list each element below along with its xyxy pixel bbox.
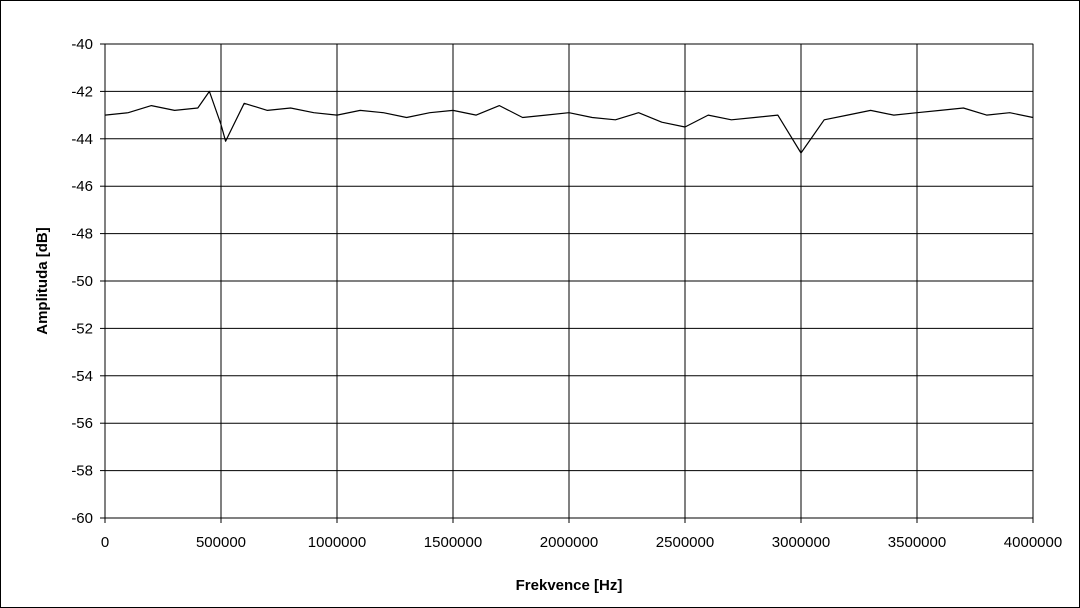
x-tick-label: 2500000 [656,534,714,551]
x-axis-title: Frekvence [Hz] [516,577,623,594]
x-tick-label: 2000000 [540,534,598,551]
x-tick-label: 4000000 [1004,534,1062,551]
y-tick-label: -50 [71,273,93,290]
y-tick-label: -48 [71,226,93,243]
y-tick-label: -52 [71,320,93,337]
y-tick-label: -40 [71,36,93,53]
x-tick-label: 1500000 [424,534,482,551]
y-tick-label: -44 [71,131,93,148]
y-tick-label: -54 [71,368,93,385]
x-tick-label: 1000000 [308,534,366,551]
y-tick-label: -58 [71,463,93,480]
y-tick-label: -56 [71,415,93,432]
series-line [104,90,1034,154]
x-tick-label: 500000 [196,534,246,551]
y-tick-label: -46 [71,178,93,195]
x-tick-label: 3000000 [772,534,830,551]
x-tick-label: 3500000 [888,534,946,551]
y-tick-label: -42 [71,83,93,100]
x-tick-label: 0 [101,534,109,551]
y-tick-label: -60 [71,510,93,527]
y-axis-title: Amplituda [dB] [34,227,51,334]
